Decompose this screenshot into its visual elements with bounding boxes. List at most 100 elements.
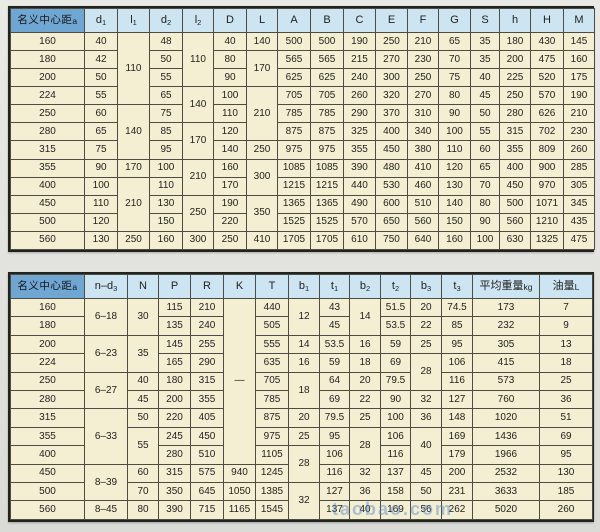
data-cell: 1215 — [277, 176, 311, 196]
data-cell: 116 — [319, 463, 350, 484]
data-cell: 3633 — [472, 482, 540, 502]
data-cell: 140 — [213, 140, 247, 160]
data-cell: 460 — [407, 176, 439, 196]
data-cell: 40 — [349, 500, 381, 520]
data-cell: 170 — [182, 122, 214, 160]
data-cell: 6–33 — [84, 408, 128, 465]
data-cell: 9 — [539, 316, 593, 336]
data-cell: 36 — [410, 408, 442, 428]
data-cell: 95 — [319, 426, 350, 447]
data-cell: 809 — [530, 140, 564, 160]
row-header-cell: 500 — [10, 482, 85, 502]
data-cell: 1215 — [310, 176, 344, 196]
column-header: b2 — [349, 274, 381, 299]
data-cell: 500 — [499, 194, 531, 214]
data-cell: 145 — [158, 334, 191, 355]
data-cell: 25 — [539, 371, 593, 392]
data-cell: 200 — [499, 50, 531, 70]
table-row: 200 6–23 35 145 255 555 14 53.5 16 59 25 95 305 13 — [10, 334, 593, 373]
data-cell: 185 — [539, 482, 593, 502]
data-cell: 715 — [190, 500, 224, 520]
data-cell: 450 — [499, 176, 531, 196]
data-cell: 16 — [349, 334, 381, 355]
data-cell: 610 — [343, 230, 376, 251]
data-cell: 570 — [343, 212, 376, 232]
column-header: 平均重量kg — [472, 274, 540, 299]
data-cell: 170 — [213, 176, 247, 196]
column-header: l1 — [117, 8, 150, 33]
data-cell: 110 — [182, 31, 214, 88]
data-cell: 240 — [343, 68, 376, 88]
data-cell: 45 — [470, 86, 500, 106]
data-cell: 74.5 — [441, 297, 473, 318]
data-cell: 400 — [375, 122, 408, 142]
data-cell: 305 — [472, 334, 540, 355]
data-cell: 50 — [470, 104, 500, 124]
data-cell: 785 — [255, 390, 289, 410]
data-cell: 1105 — [255, 445, 289, 465]
data-cell: 315 — [158, 463, 191, 484]
data-cell: 225 — [499, 68, 531, 88]
data-cell: 70 — [470, 176, 500, 196]
data-cell: 325 — [343, 122, 376, 142]
data-cell: 1436 — [472, 426, 540, 447]
data-cell: 110 — [438, 140, 471, 160]
data-cell: 115 — [158, 297, 191, 318]
data-cell: 560 — [407, 212, 439, 232]
data-cell: 25 — [410, 334, 442, 355]
data-cell: 520 — [530, 68, 564, 88]
data-cell: 940 — [223, 463, 256, 484]
data-cell: 875 — [310, 122, 344, 142]
data-cell: 630 — [499, 230, 531, 251]
data-cell: 1705 — [277, 230, 311, 251]
data-cell: 290 — [190, 353, 224, 373]
data-cell: 100 — [84, 176, 118, 196]
data-cell: 875 — [277, 122, 311, 142]
data-cell: 28 — [288, 445, 320, 484]
data-cell: 430 — [530, 31, 564, 52]
data-cell: 69 — [539, 426, 593, 447]
column-header: M — [563, 8, 595, 33]
column-header: b1 — [288, 274, 320, 299]
data-cell: 705 — [277, 86, 311, 106]
data-cell: 785 — [277, 104, 311, 124]
data-cell: 59 — [380, 334, 411, 355]
row-header-cell: 400 — [10, 445, 85, 465]
data-cell: 36 — [349, 482, 381, 502]
table-row: 224 165 290 635 16 59 18 69 28 106 415 18 — [10, 353, 593, 392]
data-cell: 140 — [246, 31, 278, 52]
data-cell: 262 — [441, 500, 473, 520]
row-header-cell: 355 — [10, 426, 85, 447]
data-cell: 95 — [539, 445, 593, 465]
data-cell: 28 — [410, 353, 442, 392]
data-cell: 135 — [158, 316, 191, 336]
data-cell: 25 — [349, 408, 381, 428]
data-cell: 13 — [539, 334, 593, 355]
data-cell: 175 — [563, 68, 595, 88]
data-cell: 120 — [438, 158, 471, 178]
data-cell: 875 — [255, 408, 289, 428]
row-header-cell: 400 — [10, 176, 85, 196]
row-header-cell: 160 — [10, 297, 85, 318]
table-row: 160 40 110 48 110 40 140 500 500 190 250 210 65 35 180… — [10, 31, 595, 106]
data-cell: 110 — [149, 176, 183, 196]
table-row: 355 90 170 100 210 160 300 1085 1085 390 480 410 120… — [10, 158, 595, 196]
data-cell: 150 — [149, 212, 183, 232]
table-row: 500 120 150 220 1525 1525 570 650 560 150 90 560 121… — [10, 212, 595, 232]
data-cell: 480 — [375, 158, 408, 178]
data-cell: 20 — [288, 408, 320, 428]
data-cell: 1966 — [472, 445, 540, 465]
data-cell: 127 — [441, 390, 473, 410]
data-cell: 45 — [127, 390, 159, 410]
data-cell: 1050 — [223, 482, 256, 502]
data-cell: 40 — [410, 426, 442, 465]
data-cell: 65 — [470, 158, 500, 178]
data-cell: 130 — [438, 176, 471, 196]
table-row: 224 55 65 140 100 210 705 705 260 320 270 80 45 250 57… — [10, 86, 595, 142]
data-cell: 210 — [246, 86, 278, 142]
data-cell: 245 — [158, 426, 191, 447]
data-cell: 95 — [441, 334, 473, 355]
row-header-cell: 180 — [10, 50, 85, 70]
